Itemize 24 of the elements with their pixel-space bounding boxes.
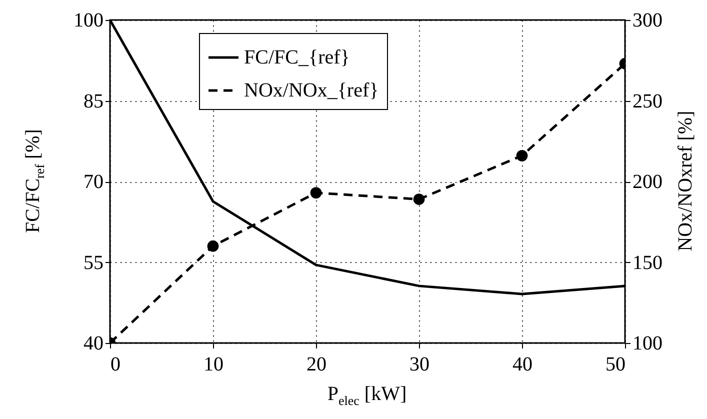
y2-axis-title: NOx/NOxref [%] [674,110,698,252]
legend-label: NOx/NOx_{ref} [244,80,379,102]
y-tick-label: 40 [84,332,104,354]
y-tick-label: 55 [84,252,104,274]
y2-tick-label: 150 [632,252,662,274]
legend-label: FC/FC_{ref} [244,46,350,68]
x-tick-label: 10 [204,354,224,376]
x-tick-label: 50 [606,354,626,376]
x-tick-label: 20 [306,354,326,376]
y2-tick-label: 100 [632,332,662,354]
point [516,150,528,162]
y-tick-label: 100 [74,10,104,32]
y-tick-label: 70 [84,171,104,193]
y2-tick-label: 250 [632,90,662,112]
x-tick-label: 30 [410,354,430,376]
y2-tick-label: 200 [632,171,662,193]
point [207,240,219,252]
y-tick-label: 85 [84,90,104,112]
x-tick-label: 0 [110,354,120,376]
y2-tick-label: 300 [632,10,662,32]
x-axis-title: P$_{elec}$ [kW] [327,383,407,409]
point [413,194,425,205]
x-tick-label: 40 [512,354,532,376]
point [310,187,322,198]
